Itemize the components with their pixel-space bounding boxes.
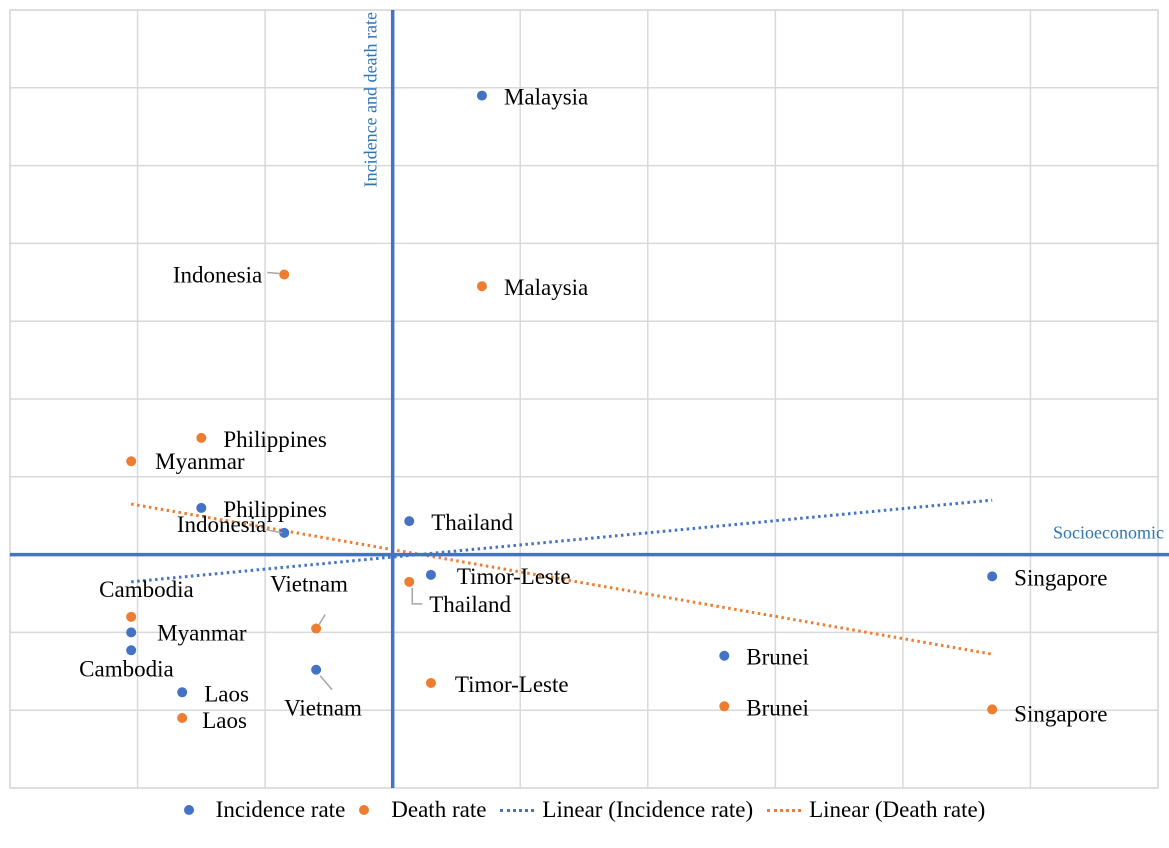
leader-line-incidence-indonesia xyxy=(266,529,283,534)
label-death-timor-leste: Timor-Leste xyxy=(455,672,569,697)
label-death-vietnam: Vietnam xyxy=(270,572,348,597)
legend-marker-death xyxy=(359,805,370,815)
point-incidence-philippines xyxy=(196,502,207,513)
label-death-laos: Laos xyxy=(202,708,247,733)
label-death-cambodia: Cambodia xyxy=(99,577,194,602)
y-axis-title: Incidence and death rate xyxy=(361,12,381,187)
label-death-singapore: Singapore xyxy=(1014,701,1107,726)
point-incidence-laos xyxy=(177,687,188,698)
leader-line-incidence-vietnam xyxy=(319,675,333,691)
legend-label-linear-death: Linear (Death rate) xyxy=(809,797,986,822)
x-axis-title: Socioeconomic xyxy=(1053,523,1164,543)
legend-item-linear-death: Linear (Death rate) xyxy=(767,797,985,823)
point-incidence-brunei xyxy=(719,650,730,661)
point-death-indonesia xyxy=(279,269,290,280)
trendline-death xyxy=(130,502,993,656)
legend-marker-linear-death xyxy=(767,808,802,812)
label-death-malaysia: Malaysia xyxy=(504,275,588,300)
point-death-thailand xyxy=(404,576,415,587)
label-incidence-laos: Laos xyxy=(204,681,249,706)
point-incidence-malaysia xyxy=(476,90,487,101)
label-incidence-singapore: Singapore xyxy=(1014,565,1107,590)
point-death-myanmar xyxy=(126,456,137,467)
legend-item-incidence: Incidence rate xyxy=(183,797,346,823)
point-incidence-cambodia xyxy=(126,645,137,656)
label-death-myanmar: Myanmar xyxy=(155,449,245,474)
label-death-thailand: Thailand xyxy=(429,592,511,617)
point-incidence-vietnam xyxy=(311,664,322,675)
legend-item-linear-incidence: Linear (Incidence rate) xyxy=(500,797,753,823)
label-incidence-malaysia: Malaysia xyxy=(504,85,588,110)
point-death-brunei xyxy=(719,701,730,712)
point-incidence-thailand xyxy=(404,516,415,527)
label-incidence-myanmar: Myanmar xyxy=(157,620,247,645)
legend: Incidence rate Death rate Linear (Incide… xyxy=(0,790,1169,830)
label-incidence-timor-leste: Timor-Leste xyxy=(457,564,571,589)
data-points xyxy=(126,90,998,723)
point-death-timor-leste xyxy=(425,677,436,688)
leader-line-death-vietnam xyxy=(318,614,326,625)
point-incidence-indonesia xyxy=(279,527,290,538)
trendlines xyxy=(130,498,993,656)
point-death-malaysia xyxy=(476,281,487,292)
point-death-vietnam xyxy=(311,623,322,634)
label-death-philippines: Philippines xyxy=(223,427,327,452)
label-incidence-indonesia: Indonesia xyxy=(177,512,266,537)
legend-marker-incidence xyxy=(183,805,194,815)
point-incidence-singapore xyxy=(987,571,998,582)
leader-line-death-thailand xyxy=(411,587,423,605)
point-death-singapore xyxy=(987,704,998,715)
leader-line-death-indonesia xyxy=(267,271,280,275)
label-incidence-thailand: Thailand xyxy=(431,510,513,535)
legend-label-linear-incidence: Linear (Incidence rate) xyxy=(542,797,754,822)
legend-item-death: Death rate xyxy=(359,797,486,823)
point-death-cambodia xyxy=(126,611,137,622)
point-death-laos xyxy=(177,712,188,723)
legend-label-incidence: Incidence rate xyxy=(215,797,346,822)
label-incidence-cambodia: Cambodia xyxy=(79,656,174,681)
grid xyxy=(9,9,1159,789)
label-incidence-vietnam: Vietnam xyxy=(284,696,362,721)
label-death-indonesia: Indonesia xyxy=(173,263,262,288)
axes xyxy=(10,10,1169,788)
legend-marker-linear-incidence xyxy=(500,808,535,812)
label-death-brunei: Brunei xyxy=(746,695,809,720)
point-incidence-timor-leste xyxy=(425,569,436,580)
label-incidence-philippines: Philippines xyxy=(223,497,327,522)
legend-label-death: Death rate xyxy=(391,797,487,822)
label-incidence-brunei: Brunei xyxy=(746,645,809,670)
point-death-philippines xyxy=(196,432,207,443)
point-incidence-myanmar xyxy=(126,627,137,638)
trendline-incidence xyxy=(131,498,993,584)
